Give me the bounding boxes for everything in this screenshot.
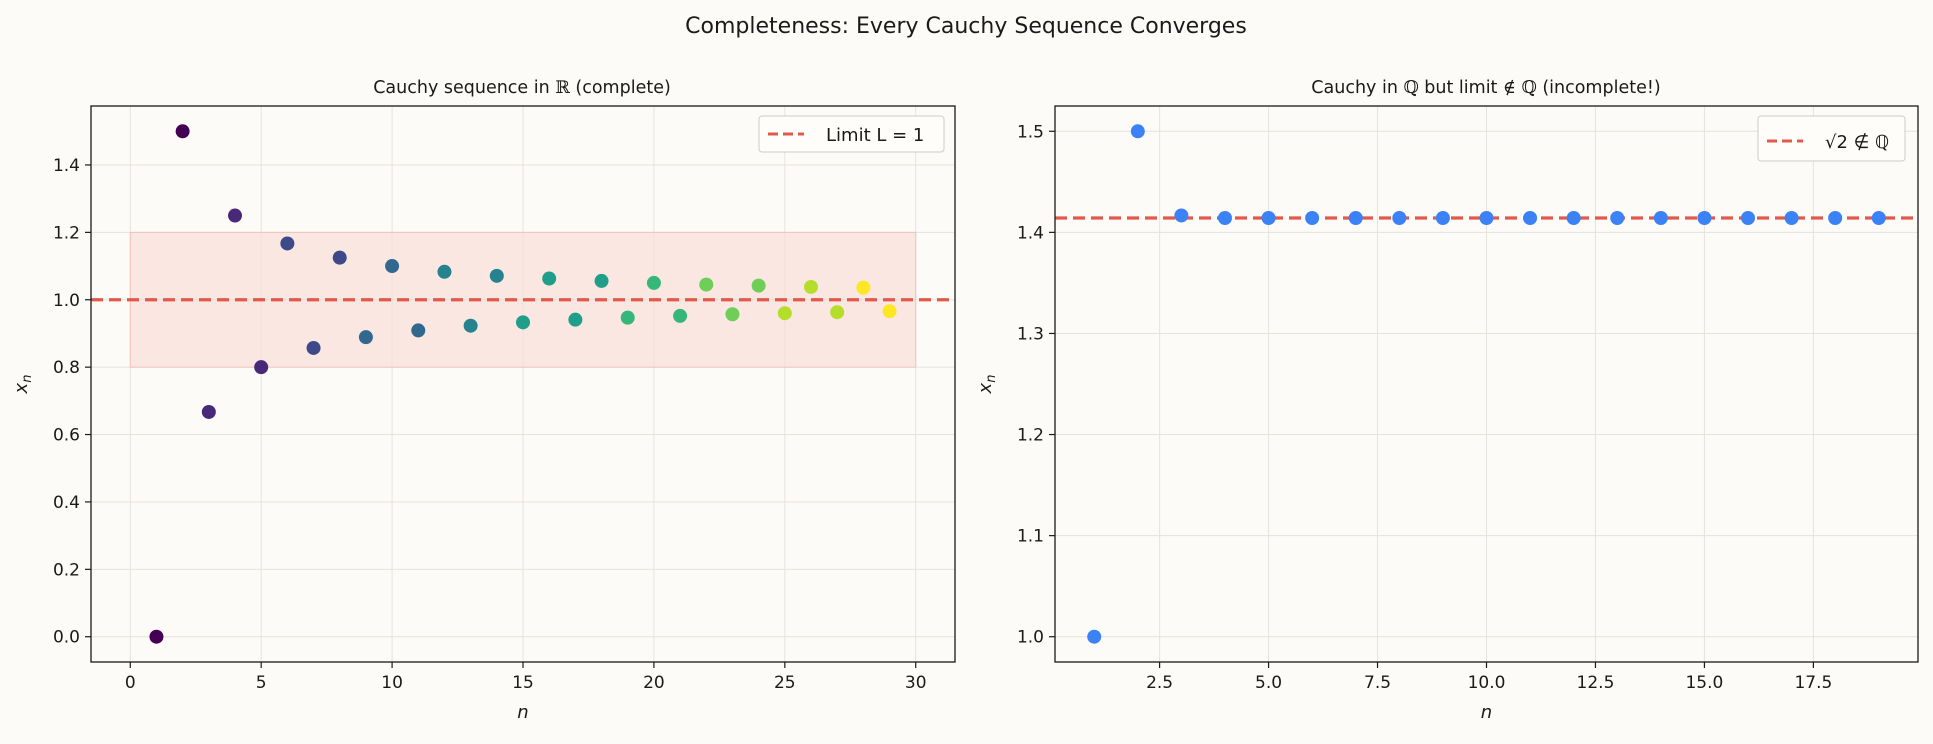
data-point (646, 275, 661, 290)
data-point (594, 273, 609, 288)
x-tick-label: 15.0 (1685, 673, 1723, 693)
data-point (1479, 211, 1494, 226)
x-tick-label: 7.5 (1364, 673, 1391, 693)
data-point (751, 278, 766, 293)
data-point (804, 279, 818, 294)
y-tick-label: 0.6 (53, 426, 80, 446)
data-point (516, 315, 530, 330)
x-tick-label: 25 (774, 673, 796, 693)
data-point (489, 268, 504, 283)
legend: Limit L = 1 (758, 115, 945, 153)
data-point (856, 280, 871, 295)
data-point (1784, 211, 1799, 226)
y-tick-label: 1.1 (1017, 527, 1044, 547)
data-point (620, 310, 635, 325)
data-point (385, 259, 400, 274)
chart-real-sequence: Cauchy sequence in ℝ (complete) 0 5 10 15 20… (11, 78, 956, 723)
data-point (437, 264, 452, 279)
data-point (777, 306, 792, 321)
ticks: 0 5 10 15 20 25 30 0.0 0.2 0.4 0.6 0.8 1.0 1.2 1.4 (53, 156, 927, 693)
data-point (1828, 211, 1843, 226)
data-point (1217, 211, 1232, 226)
data-point (725, 307, 740, 322)
data-point (1130, 124, 1145, 139)
x-tick-label: 12.5 (1577, 673, 1615, 693)
x-tick-label: 0 (125, 673, 136, 693)
data-point (175, 124, 190, 139)
x-axis-label: n (1481, 702, 1492, 723)
figure-title: Completeness: Every Cauchy Sequence Conv… (685, 14, 1247, 39)
data-point (254, 360, 269, 375)
data-point (699, 277, 714, 292)
data-point (1305, 211, 1320, 226)
data-point (463, 318, 478, 333)
y-tick-label: 1.5 (1017, 122, 1044, 142)
data-point (1610, 211, 1625, 226)
x-tick-label: 20 (643, 673, 665, 693)
ticks: 2.5 5.0 7.5 10.0 12.5 15.0 17.5 1.0 1.1 1.2 1.3 1.4… (1017, 122, 1832, 693)
grid (1055, 106, 1918, 662)
data-points (149, 124, 897, 644)
legend-label: Limit L = 1 (826, 125, 924, 146)
data-point (1435, 211, 1450, 226)
data-point (1087, 629, 1102, 644)
data-point (1261, 211, 1276, 226)
x-tick-label: 5 (256, 673, 267, 693)
chart-rational-sequence: Cauchy in ℚ but limit ∉ ℚ (incomplete!) … (975, 78, 1919, 723)
y-tick-label: 1.4 (1017, 223, 1044, 243)
data-point (1523, 211, 1538, 226)
data-point (1174, 208, 1189, 223)
y-tick-label: 0.4 (53, 493, 80, 513)
y-tick-label: 0.2 (53, 560, 80, 580)
grid (91, 106, 955, 662)
x-tick-label: 10.0 (1468, 673, 1506, 693)
y-tick-label: 1.0 (1017, 628, 1044, 648)
y-tick-label: 0.0 (53, 628, 80, 648)
data-point (1697, 211, 1712, 226)
data-points (1087, 124, 1886, 644)
x-tick-label: 5.0 (1255, 673, 1282, 693)
y-tick-label: 1.2 (53, 223, 80, 243)
x-tick-label: 30 (905, 673, 927, 693)
data-point (280, 236, 295, 251)
data-point (1566, 211, 1581, 226)
data-point (830, 305, 845, 320)
y-tick-label: 0.8 (53, 358, 80, 378)
data-point (1653, 211, 1668, 226)
data-point (306, 340, 321, 355)
data-point (882, 304, 897, 319)
data-point (332, 250, 347, 265)
data-point (673, 308, 688, 323)
data-point (1741, 211, 1756, 226)
legend-box (758, 115, 945, 153)
x-tick-label: 17.5 (1794, 673, 1832, 693)
y-tick-label: 1.0 (53, 291, 80, 311)
data-point (201, 404, 216, 419)
x-tick-label: 10 (381, 673, 403, 693)
data-point (568, 312, 583, 327)
data-point (1348, 211, 1363, 226)
data-point (1392, 211, 1407, 226)
legend-box (1757, 115, 1906, 162)
y-tick-label: 1.3 (1017, 324, 1044, 344)
data-point (411, 323, 426, 338)
chart-title-real: Cauchy sequence in ℝ (complete) (373, 78, 671, 98)
legend-label: √2 ∉ ℚ (1825, 132, 1889, 153)
y-axis-label: xn (975, 375, 999, 395)
data-point (358, 330, 373, 345)
y-axis-label: xn (11, 375, 35, 395)
legend: √2 ∉ ℚ (1757, 115, 1906, 162)
x-axis-label: n (517, 702, 528, 723)
chart-title-rational: Cauchy in ℚ but limit ∉ ℚ (incomplete!) (1311, 78, 1660, 98)
data-point (542, 271, 557, 286)
data-point (228, 208, 242, 223)
data-point (1871, 211, 1886, 226)
x-tick-label: 15 (512, 673, 534, 693)
data-point (149, 629, 164, 644)
y-tick-label: 1.2 (1017, 426, 1044, 446)
y-tick-label: 1.4 (53, 156, 80, 176)
x-tick-label: 2.5 (1146, 673, 1173, 693)
